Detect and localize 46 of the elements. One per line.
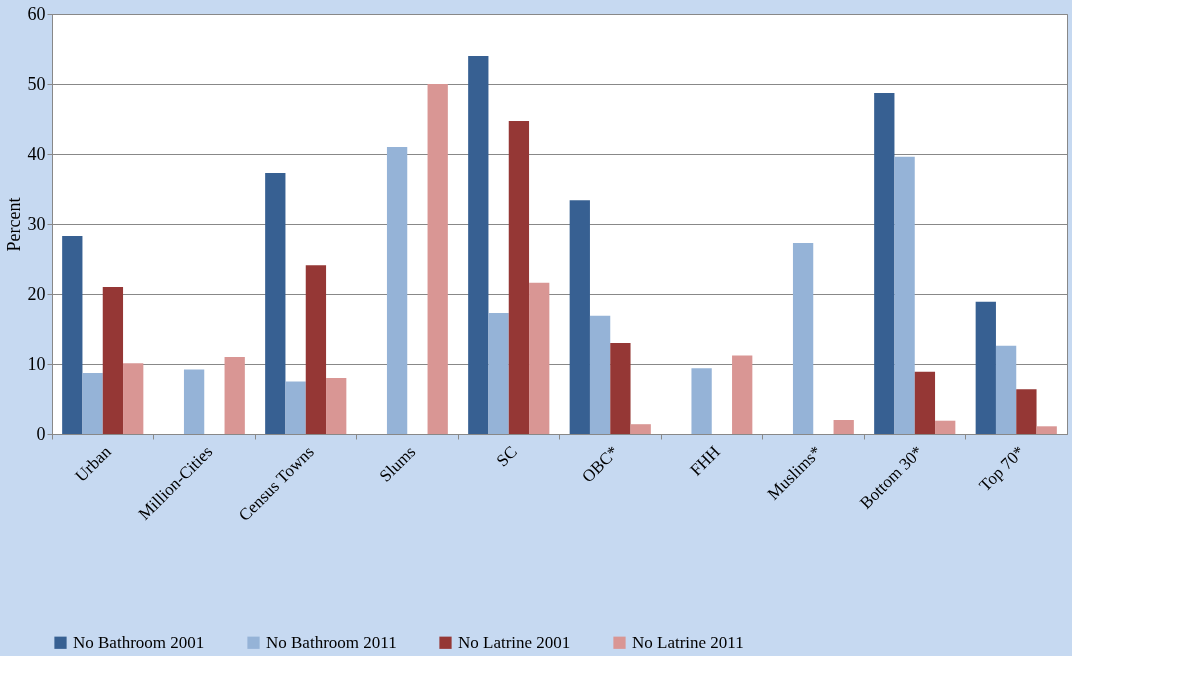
bar [894,156,915,434]
bar [914,371,936,434]
bar [386,147,408,434]
y-tick-label: 0 [36,423,46,444]
x-tick-label: Top 70* [975,442,1029,496]
bar [995,345,1017,434]
bar [183,369,205,434]
bar [529,282,550,434]
bar [488,312,509,434]
legend-label: No Bathroom 2011 [266,632,397,652]
bar [874,93,895,434]
bar [285,381,306,434]
bar [589,315,611,434]
bar [102,287,124,434]
bar [62,235,83,434]
bar [935,420,956,434]
bar [508,121,530,434]
bar [975,301,996,434]
bar [1036,426,1057,434]
bar [569,200,590,434]
bar [123,363,144,434]
y-tick-label: 50 [27,73,46,94]
bar [792,242,814,434]
y-axis-title: Percent [3,197,24,252]
legend-label: No Bathroom 2001 [73,632,205,652]
y-tick-label: 10 [27,353,46,374]
bar [326,378,347,434]
bar [691,368,712,434]
bar [468,56,489,434]
y-tick-label: 40 [27,143,46,164]
bar [833,420,854,434]
x-tick-label: SC [492,442,521,471]
bar [427,84,448,434]
bar [224,357,245,434]
bar [610,343,631,434]
bar [732,355,753,434]
legend-label: No Latrine 2011 [632,632,744,652]
bar [265,172,286,434]
bar [82,373,103,434]
legend-label: No Latrine 2001 [458,632,571,652]
y-tick-label: 60 [27,3,46,24]
y-tick-label: 30 [27,213,46,234]
bar [630,424,651,434]
y-tick-label: 20 [27,283,46,304]
bar [305,265,327,434]
bar [1016,389,1037,434]
